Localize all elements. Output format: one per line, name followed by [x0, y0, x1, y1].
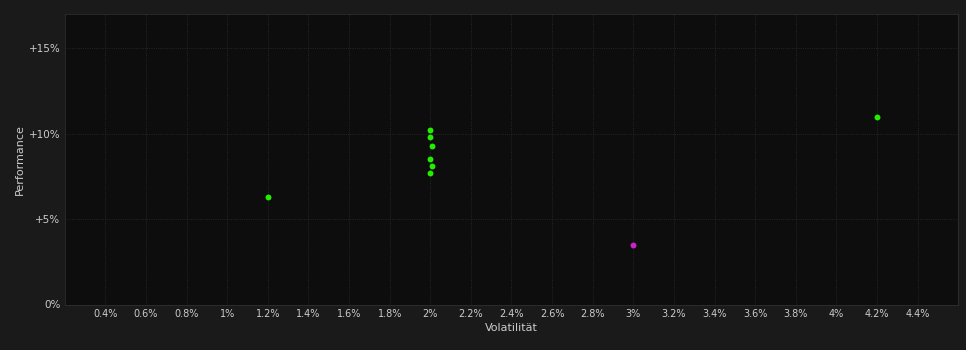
Point	[260, 194, 275, 199]
Y-axis label: Performance: Performance	[14, 124, 25, 195]
Point	[425, 143, 440, 148]
Point	[425, 163, 440, 169]
Point	[422, 134, 438, 140]
Point	[422, 170, 438, 176]
Point	[626, 242, 641, 247]
Point	[422, 156, 438, 162]
X-axis label: Volatilität: Volatilität	[485, 323, 538, 333]
Point	[869, 114, 885, 119]
Point	[422, 127, 438, 133]
